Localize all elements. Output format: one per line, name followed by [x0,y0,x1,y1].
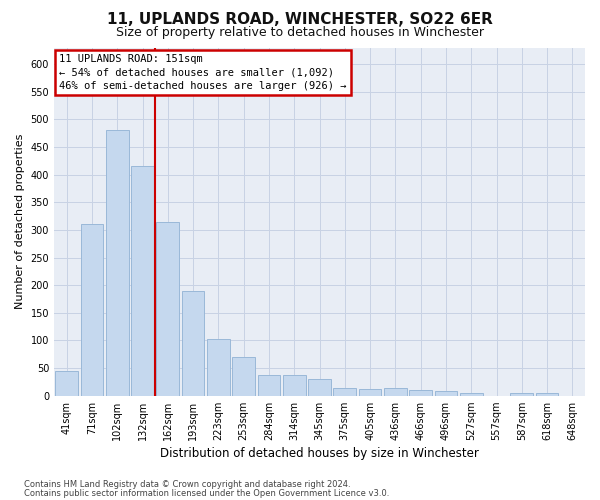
Text: 11 UPLANDS ROAD: 151sqm
← 54% of detached houses are smaller (1,092)
46% of semi: 11 UPLANDS ROAD: 151sqm ← 54% of detache… [59,54,347,91]
Bar [157,222,179,396]
Bar [460,394,482,396]
Y-axis label: Number of detached properties: Number of detached properties [15,134,25,310]
Text: Contains HM Land Registry data © Crown copyright and database right 2024.: Contains HM Land Registry data © Crown c… [24,480,350,489]
Bar [182,290,205,396]
Bar [334,388,356,396]
Text: 11, UPLANDS ROAD, WINCHESTER, SO22 6ER: 11, UPLANDS ROAD, WINCHESTER, SO22 6ER [107,12,493,28]
Bar [131,166,154,396]
X-axis label: Distribution of detached houses by size in Winchester: Distribution of detached houses by size … [160,447,479,460]
Bar [55,371,78,396]
Bar [283,374,305,396]
Bar [207,340,230,396]
Bar [257,374,280,396]
Bar [434,392,457,396]
Text: Size of property relative to detached houses in Winchester: Size of property relative to detached ho… [116,26,484,39]
Bar [106,130,128,396]
Bar [359,389,382,396]
Bar [511,393,533,396]
Bar [536,393,559,396]
Bar [409,390,432,396]
Bar [80,224,103,396]
Text: Contains public sector information licensed under the Open Government Licence v3: Contains public sector information licen… [24,488,389,498]
Bar [308,379,331,396]
Bar [384,388,407,396]
Bar [232,357,255,396]
